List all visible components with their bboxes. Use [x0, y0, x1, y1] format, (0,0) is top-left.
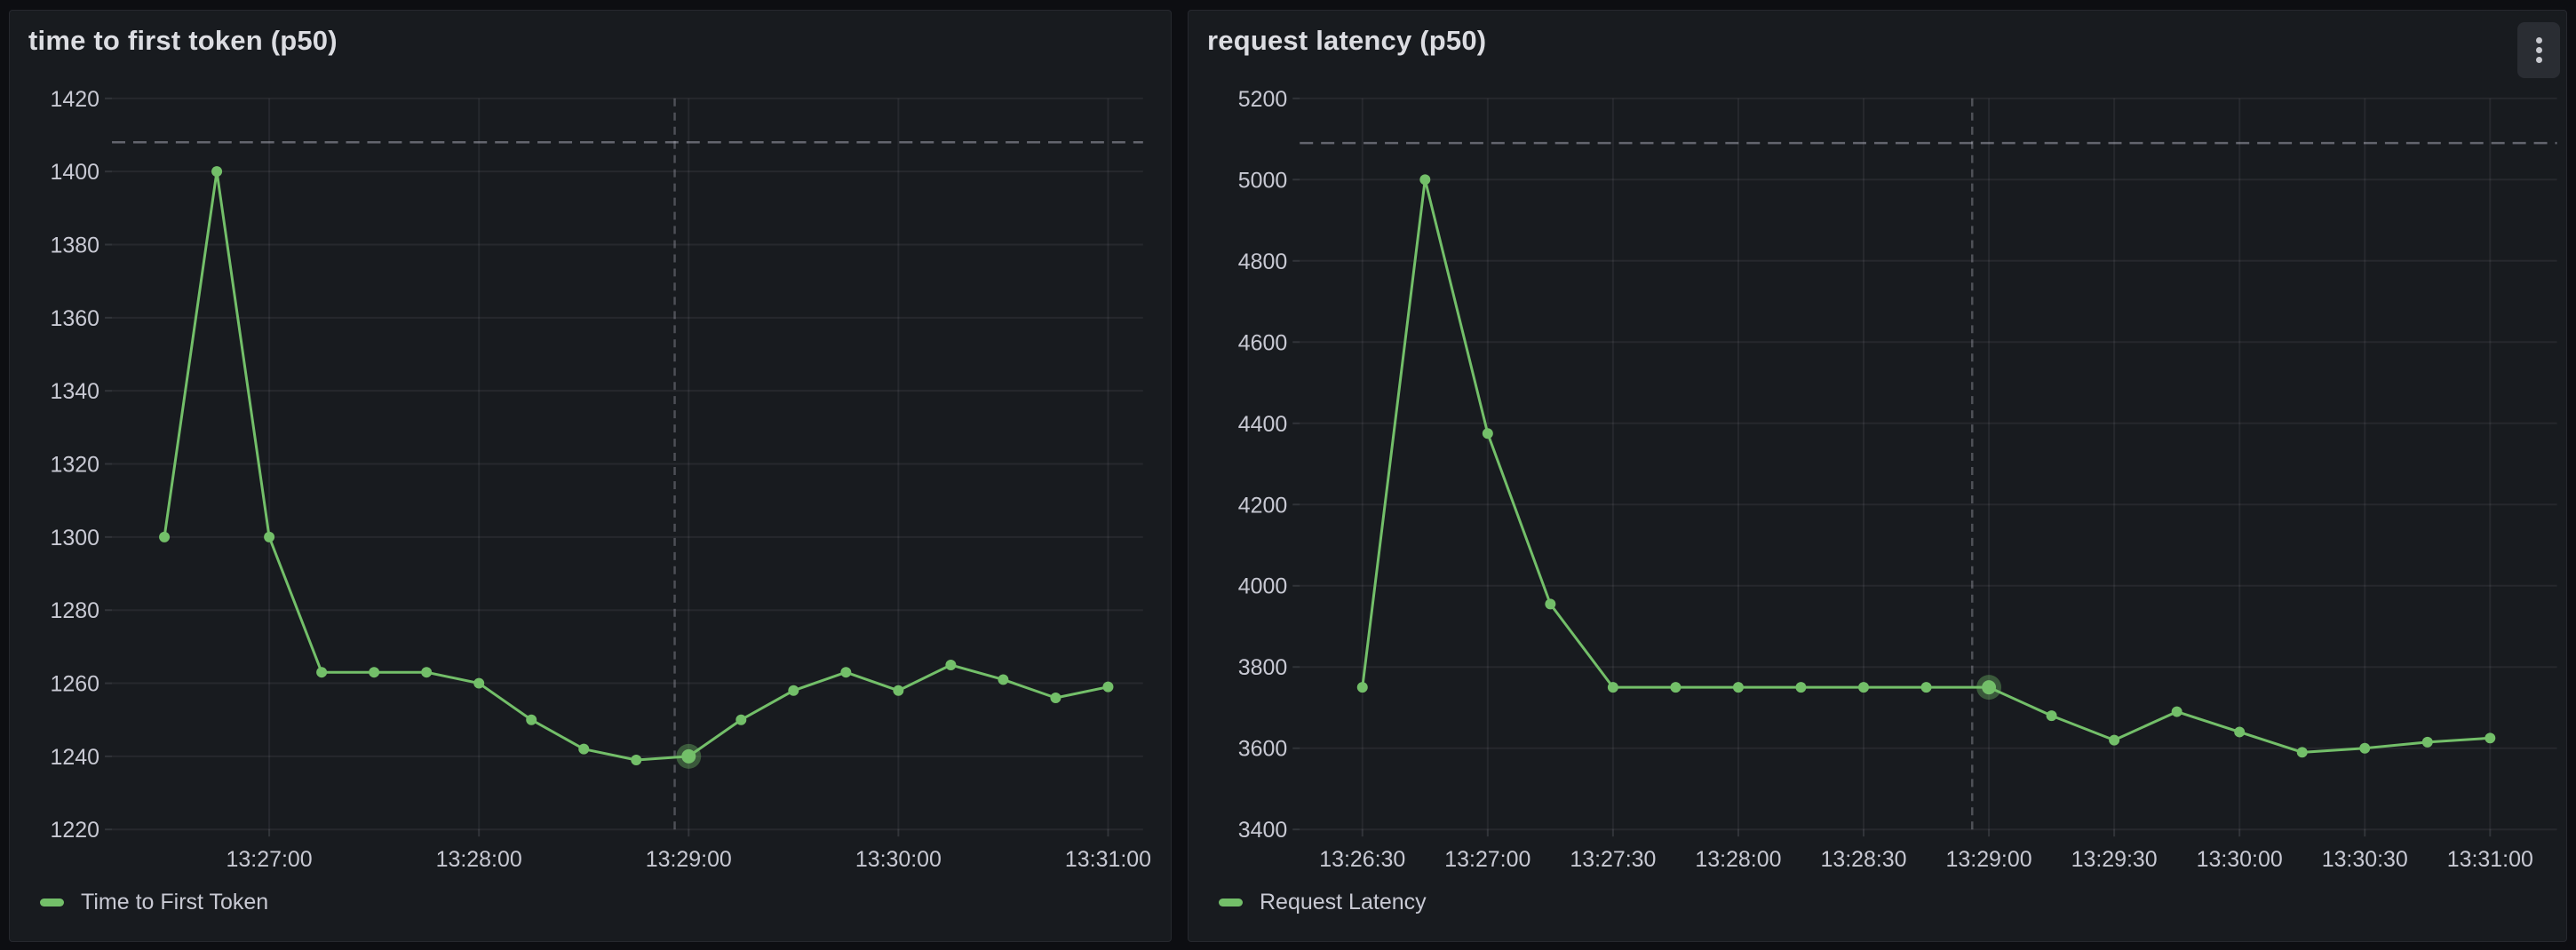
y-tick-label: 5000 — [1238, 168, 1287, 193]
data-point[interactable] — [2234, 726, 2246, 738]
y-tick-label: 1240 — [51, 745, 99, 770]
y-tick-label: 1320 — [51, 453, 99, 478]
data-point[interactable] — [211, 166, 223, 178]
data-point[interactable] — [369, 667, 380, 678]
data-point[interactable] — [2359, 742, 2371, 754]
data-point[interactable] — [998, 674, 1009, 685]
data-point[interactable] — [2046, 710, 2057, 722]
panel-title[interactable]: request latency (p50) — [1207, 25, 1487, 56]
data-point[interactable] — [1732, 682, 1744, 693]
legend-swatch-icon — [1219, 898, 1243, 906]
kebab-menu-icon — [2535, 37, 2542, 63]
legend-label: Time to First Token — [81, 889, 269, 914]
y-tick-label: 1340 — [51, 379, 99, 404]
y-tick-label: 1360 — [51, 306, 99, 331]
series-line — [163, 170, 1109, 762]
y-tick-label: 3800 — [1238, 655, 1287, 680]
chart-canvas-latency[interactable]: 3400 3600 3800 4000 4200 4400 4600 4800 5000 5200… — [1189, 11, 2566, 941]
data-point[interactable] — [1482, 428, 1493, 439]
y-tick-label: 1420 — [51, 87, 99, 112]
x-tick-label: 13:27:00 — [1444, 847, 1530, 872]
data-point[interactable] — [2485, 732, 2496, 744]
data-point[interactable] — [421, 667, 433, 678]
y-tick-label: 3600 — [1238, 737, 1287, 762]
y-tick-label: 4400 — [1238, 412, 1287, 437]
data-point[interactable] — [1795, 682, 1807, 693]
y-tick-label: 4200 — [1238, 493, 1287, 518]
x-tick-label: 13:29:00 — [646, 847, 732, 872]
y-tick-label: 4600 — [1238, 330, 1287, 355]
hovered-point[interactable] — [1982, 680, 1997, 695]
x-tick-label: 13:29:30 — [2071, 847, 2158, 872]
y-tick-label: 1280 — [51, 598, 99, 623]
data-point[interactable] — [788, 685, 799, 696]
x-tick-label: 13:30:30 — [2322, 847, 2408, 872]
data-point[interactable] — [473, 677, 485, 689]
legend-item[interactable]: Request Latency — [1219, 888, 1427, 916]
panel-request-latency: request latency (p50) 3400 3600 3800 4000 42… — [1188, 10, 2567, 942]
panel-menu-button[interactable] — [2517, 22, 2560, 78]
hovered-point[interactable] — [681, 748, 696, 764]
chart-canvas-ttft[interactable]: 1220 1240 1260 1280 1300 1320 1340 1360 1380 1400… — [10, 11, 1171, 941]
y-tick-label: 5200 — [1238, 87, 1287, 112]
data-point[interactable] — [1356, 682, 1368, 693]
data-point[interactable] — [735, 714, 747, 725]
x-tick-label: 13:26:30 — [1319, 847, 1405, 872]
data-point[interactable] — [945, 659, 957, 670]
data-point[interactable] — [2109, 734, 2120, 746]
legend-swatch-icon — [40, 898, 64, 906]
y-tick-label: 1400 — [51, 160, 99, 185]
panel-title[interactable]: time to first token (p50) — [28, 25, 338, 56]
data-point[interactable] — [1670, 682, 1682, 693]
legend-item[interactable]: Time to First Token — [40, 888, 268, 916]
y-tick-label: 3400 — [1238, 818, 1287, 843]
x-tick-label: 13:27:00 — [227, 847, 313, 872]
x-tick-label: 13:31:00 — [2447, 847, 2533, 872]
x-tick-label: 13:29:00 — [1946, 847, 2032, 872]
data-point[interactable] — [2296, 747, 2308, 758]
data-point[interactable] — [526, 714, 537, 725]
x-tick-label: 13:27:30 — [1570, 847, 1656, 872]
data-point[interactable] — [1050, 693, 1061, 704]
data-point[interactable] — [2171, 706, 2182, 717]
data-point[interactable] — [893, 685, 904, 696]
y-tick-label: 1260 — [51, 672, 99, 697]
y-tick-label: 1300 — [51, 526, 99, 550]
data-point[interactable] — [840, 667, 852, 678]
data-point[interactable] — [1545, 598, 1556, 610]
data-point[interactable] — [1419, 174, 1431, 186]
data-point[interactable] — [264, 531, 275, 542]
legend-label: Request Latency — [1260, 889, 1427, 914]
data-point[interactable] — [631, 755, 642, 766]
x-tick-label: 13:31:00 — [1065, 847, 1151, 872]
x-tick-label: 13:30:00 — [2197, 847, 2283, 872]
x-tick-label: 13:28:00 — [436, 847, 522, 872]
x-tick-label: 13:28:00 — [1695, 847, 1781, 872]
y-tick-label: 4800 — [1238, 249, 1287, 274]
x-tick-label: 13:30:00 — [855, 847, 942, 872]
data-point[interactable] — [1858, 682, 1869, 693]
y-tick-label: 4000 — [1238, 574, 1287, 599]
x-tick-label: 13:28:30 — [1820, 847, 1906, 872]
data-point[interactable] — [159, 531, 171, 542]
data-point[interactable] — [1102, 681, 1114, 693]
data-point[interactable] — [578, 743, 590, 755]
data-point[interactable] — [316, 667, 328, 678]
panel-time-to-first-token: time to first token (p50) 1220 1240 1260 12… — [9, 10, 1172, 942]
y-tick-label: 1220 — [51, 818, 99, 843]
y-tick-label: 1380 — [51, 233, 99, 257]
data-point[interactable] — [1607, 682, 1618, 693]
data-point[interactable] — [2421, 736, 2433, 748]
data-point[interactable] — [1920, 682, 1932, 693]
